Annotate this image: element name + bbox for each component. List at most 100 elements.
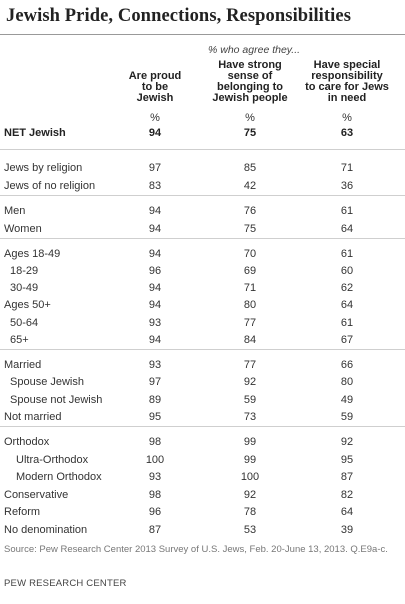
cell-value: 61 xyxy=(340,248,354,260)
cell-value: 39 xyxy=(340,524,354,536)
cell-value: 93 xyxy=(148,471,162,483)
table-row: 50-64 93 77 61 xyxy=(0,315,405,331)
cell-value: 42 xyxy=(243,180,257,192)
cell-value: 83 xyxy=(148,180,162,192)
row-label: Ages 50+ xyxy=(4,299,51,311)
cell-value: 64 xyxy=(340,506,354,518)
column-header-line: belonging to xyxy=(217,81,283,93)
table-row: Spouse not Jewish 89 59 49 xyxy=(0,392,405,408)
cell-value: 49 xyxy=(340,394,354,406)
group-divider xyxy=(0,195,405,196)
cell-value: 53 xyxy=(243,524,257,536)
table-row: Not married 95 73 59 xyxy=(0,409,405,425)
cell-value: 69 xyxy=(243,265,257,277)
row-label: Orthodox xyxy=(4,436,50,448)
column-header-line: in need xyxy=(327,92,367,104)
cell-value: 95 xyxy=(148,411,162,423)
cell-value: 94 xyxy=(148,127,162,139)
column-header-line: Jewish people xyxy=(212,92,288,104)
row-label: Spouse not Jewish xyxy=(10,394,103,406)
row-label: Ages 18-49 xyxy=(4,248,61,260)
cell-value: 64 xyxy=(340,223,354,235)
title-divider xyxy=(0,34,405,35)
cell-value: 87 xyxy=(148,524,162,536)
cell-value: 73 xyxy=(243,411,257,423)
cell-value: 77 xyxy=(243,359,257,371)
table-row: Ages 50+ 94 80 64 xyxy=(0,297,405,313)
cell-value: 66 xyxy=(340,359,354,371)
column-header-2: Have strong sense of belonging to Jewish pe… xyxy=(200,60,300,104)
column-header-line: Have strong xyxy=(218,59,282,71)
row-label: Men xyxy=(4,205,26,217)
row-label: No denomination xyxy=(4,524,88,536)
column-header-line: to care for Jews xyxy=(305,81,389,93)
cell-value: 94 xyxy=(148,248,162,260)
cell-value: 71 xyxy=(243,282,257,294)
cell-value: 93 xyxy=(148,317,162,329)
source-note: Source: Pew Research Center 2013 Survey … xyxy=(4,544,388,555)
cell-value: 82 xyxy=(340,489,354,501)
table-row: No denomination 87 53 39 xyxy=(0,522,405,538)
table-row: Orthodox 98 99 92 xyxy=(0,434,405,450)
cell-value: 100 xyxy=(240,471,260,483)
cell-value: 99 xyxy=(243,454,257,466)
column-header-line: Are proud xyxy=(128,70,182,82)
cell-value: 59 xyxy=(243,394,257,406)
cell-value: 92 xyxy=(243,489,257,501)
group-divider xyxy=(0,349,405,350)
brand-footer: PEW RESEARCH CENTER xyxy=(4,578,127,589)
cell-value: 84 xyxy=(243,334,257,346)
cell-value: 94 xyxy=(148,299,162,311)
row-label: Married xyxy=(4,359,42,371)
column-header-3: Have special responsibility to care for Je… xyxy=(297,60,397,104)
group-divider xyxy=(0,149,405,150)
cell-value: 94 xyxy=(148,205,162,217)
column-header-line: Jewish xyxy=(136,92,174,104)
table-row: Married 93 77 66 xyxy=(0,357,405,373)
cell-value: 67 xyxy=(340,334,354,346)
group-divider xyxy=(0,426,405,427)
cell-value: 93 xyxy=(148,359,162,371)
cell-value: 94 xyxy=(148,223,162,235)
agree-label: % who agree they... xyxy=(208,44,301,56)
cell-value: 98 xyxy=(148,489,162,501)
cell-value: 99 xyxy=(243,436,257,448)
row-label: Spouse Jewish xyxy=(10,376,84,388)
row-label: NET Jewish xyxy=(4,127,66,139)
table-row: Reform 96 78 64 xyxy=(0,504,405,520)
row-label: Ultra-Orthodox xyxy=(16,454,89,466)
table-row: Jews by religion 97 85 71 xyxy=(0,160,405,176)
cell-value: 89 xyxy=(148,394,162,406)
row-label: 18-29 xyxy=(10,265,39,277)
cell-value: 96 xyxy=(148,506,162,518)
cell-value: 71 xyxy=(340,162,354,174)
table-row: Ages 18-49 94 70 61 xyxy=(0,246,405,262)
cell-value: 75 xyxy=(243,223,257,235)
cell-value: 70 xyxy=(243,248,257,260)
cell-value: 61 xyxy=(340,317,354,329)
table-row: Conservative 98 92 82 xyxy=(0,487,405,503)
percent-unit-1: % xyxy=(150,112,160,124)
group-divider xyxy=(0,238,405,239)
table-row: Spouse Jewish 97 92 80 xyxy=(0,374,405,390)
cell-value: 92 xyxy=(340,436,354,448)
cell-value: 63 xyxy=(340,127,354,139)
column-header-line: responsibility xyxy=(311,70,383,82)
column-header-line: to be xyxy=(141,81,169,93)
cell-value: 97 xyxy=(148,376,162,388)
cell-value: 61 xyxy=(340,205,354,217)
table-row: Ultra-Orthodox 100 99 95 xyxy=(0,452,405,468)
cell-value: 77 xyxy=(243,317,257,329)
row-label: Women xyxy=(4,223,42,235)
table-row: 65+ 94 84 67 xyxy=(0,332,405,348)
cell-value: 80 xyxy=(340,376,354,388)
cell-value: 98 xyxy=(148,436,162,448)
cell-value: 87 xyxy=(340,471,354,483)
cell-value: 36 xyxy=(340,180,354,192)
table-row: NET Jewish 94 75 63 xyxy=(0,125,405,141)
cell-value: 75 xyxy=(243,127,257,139)
column-header-line: Have special xyxy=(313,59,381,71)
table-row: Jews of no religion 83 42 36 xyxy=(0,178,405,194)
cell-value: 64 xyxy=(340,299,354,311)
cell-value: 94 xyxy=(148,334,162,346)
